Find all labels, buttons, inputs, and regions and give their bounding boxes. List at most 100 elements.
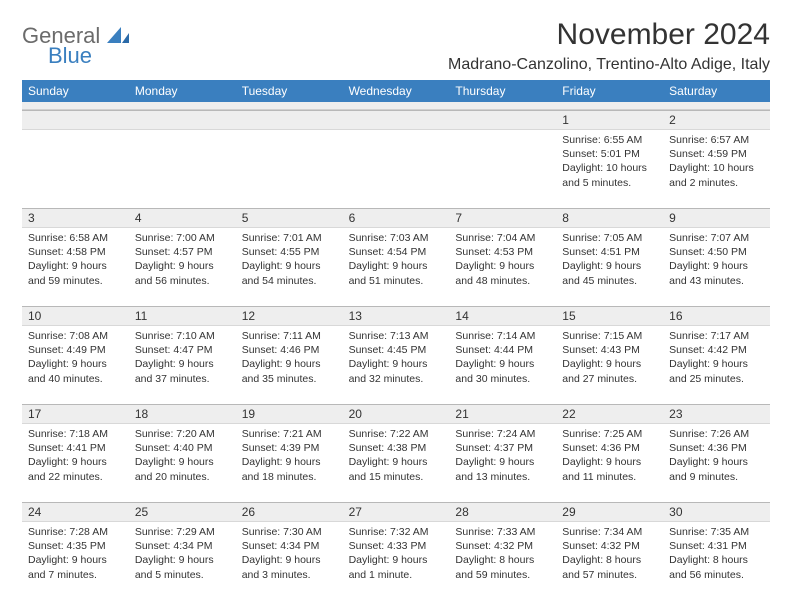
daylight-text: Daylight: 9 hours and 1 minute.: [349, 553, 444, 581]
sunset-text: Sunset: 4:57 PM: [135, 245, 230, 259]
sunset-text: Sunset: 4:51 PM: [562, 245, 657, 259]
sunrise-text: Sunrise: 6:58 AM: [28, 231, 123, 245]
sunrise-text: Sunrise: 7:15 AM: [562, 329, 657, 343]
sunset-text: Sunset: 4:59 PM: [669, 147, 764, 161]
month-title: November 2024: [448, 18, 770, 52]
sunrise-text: Sunrise: 7:24 AM: [455, 427, 550, 441]
calendar-cell: Sunrise: 7:20 AMSunset: 4:40 PMDaylight:…: [129, 424, 236, 502]
daynum-row: 17181920212223: [22, 404, 770, 424]
sunset-text: Sunset: 4:43 PM: [562, 343, 657, 357]
day-number: [343, 111, 450, 129]
sunset-text: Sunset: 4:44 PM: [455, 343, 550, 357]
calendar-cell: [343, 130, 450, 208]
calendar-cell: Sunrise: 7:11 AMSunset: 4:46 PMDaylight:…: [236, 326, 343, 404]
day-number: 16: [663, 307, 770, 325]
sunrise-text: Sunrise: 7:33 AM: [455, 525, 550, 539]
sunrise-text: Sunrise: 7:18 AM: [28, 427, 123, 441]
daylight-text: Daylight: 9 hours and 7 minutes.: [28, 553, 123, 581]
sunrise-text: Sunrise: 7:00 AM: [135, 231, 230, 245]
sunrise-text: Sunrise: 7:01 AM: [242, 231, 337, 245]
sunrise-text: Sunrise: 6:57 AM: [669, 133, 764, 147]
day-number: 27: [343, 503, 450, 521]
calendar-cell: [22, 130, 129, 208]
calendar-cell: Sunrise: 7:18 AMSunset: 4:41 PMDaylight:…: [22, 424, 129, 502]
calendar-cell: Sunrise: 7:00 AMSunset: 4:57 PMDaylight:…: [129, 228, 236, 306]
daylight-text: Daylight: 9 hours and 18 minutes.: [242, 455, 337, 483]
day-number: 8: [556, 209, 663, 227]
weeks-container: 12Sunrise: 6:55 AMSunset: 5:01 PMDayligh…: [22, 110, 770, 600]
day-number: 10: [22, 307, 129, 325]
day-header-mon: Monday: [129, 80, 236, 102]
sunset-text: Sunset: 5:01 PM: [562, 147, 657, 161]
calendar-cell: Sunrise: 6:58 AMSunset: 4:58 PMDaylight:…: [22, 228, 129, 306]
calendar-cell: Sunrise: 7:21 AMSunset: 4:39 PMDaylight:…: [236, 424, 343, 502]
daylight-text: Daylight: 9 hours and 30 minutes.: [455, 357, 550, 385]
day-header-sat: Saturday: [663, 80, 770, 102]
calendar-cell: Sunrise: 7:04 AMSunset: 4:53 PMDaylight:…: [449, 228, 556, 306]
daylight-text: Daylight: 8 hours and 57 minutes.: [562, 553, 657, 581]
sunrise-text: Sunrise: 7:13 AM: [349, 329, 444, 343]
calendar-cell: Sunrise: 7:14 AMSunset: 4:44 PMDaylight:…: [449, 326, 556, 404]
sunrise-text: Sunrise: 7:03 AM: [349, 231, 444, 245]
sunrise-text: Sunrise: 7:34 AM: [562, 525, 657, 539]
calendar-cell: [129, 130, 236, 208]
day-number: 6: [343, 209, 450, 227]
daylight-text: Daylight: 9 hours and 43 minutes.: [669, 259, 764, 287]
location: Madrano-Canzolino, Trentino-Alto Adige, …: [448, 56, 770, 74]
calendar-cell: Sunrise: 7:33 AMSunset: 4:32 PMDaylight:…: [449, 522, 556, 600]
sunset-text: Sunset: 4:42 PM: [669, 343, 764, 357]
day-number: 30: [663, 503, 770, 521]
sunset-text: Sunset: 4:41 PM: [28, 441, 123, 455]
calendar-cell: Sunrise: 6:55 AMSunset: 5:01 PMDaylight:…: [556, 130, 663, 208]
day-number: 1: [556, 111, 663, 129]
daylight-text: Daylight: 9 hours and 35 minutes.: [242, 357, 337, 385]
daylight-text: Daylight: 9 hours and 11 minutes.: [562, 455, 657, 483]
daynum-row: 24252627282930: [22, 502, 770, 522]
day-number: 23: [663, 405, 770, 423]
day-number: 11: [129, 307, 236, 325]
day-number: 12: [236, 307, 343, 325]
daylight-text: Daylight: 9 hours and 9 minutes.: [669, 455, 764, 483]
sunrise-text: Sunrise: 7:10 AM: [135, 329, 230, 343]
day-number: 14: [449, 307, 556, 325]
sunrise-text: Sunrise: 7:22 AM: [349, 427, 444, 441]
sunrise-text: Sunrise: 7:11 AM: [242, 329, 337, 343]
daylight-text: Daylight: 9 hours and 51 minutes.: [349, 259, 444, 287]
daylight-text: Daylight: 9 hours and 25 minutes.: [669, 357, 764, 385]
day-header-tue: Tuesday: [236, 80, 343, 102]
day-number: 2: [663, 111, 770, 129]
sunset-text: Sunset: 4:55 PM: [242, 245, 337, 259]
daylight-text: Daylight: 9 hours and 13 minutes.: [455, 455, 550, 483]
daylight-text: Daylight: 10 hours and 2 minutes.: [669, 161, 764, 189]
day-number: 28: [449, 503, 556, 521]
sunset-text: Sunset: 4:31 PM: [669, 539, 764, 553]
sunrise-text: Sunrise: 7:20 AM: [135, 427, 230, 441]
day-number: [449, 111, 556, 129]
sunrise-text: Sunrise: 7:30 AM: [242, 525, 337, 539]
calendar-cell: [236, 130, 343, 208]
calendar-cell: Sunrise: 6:57 AMSunset: 4:59 PMDaylight:…: [663, 130, 770, 208]
daylight-text: Daylight: 9 hours and 45 minutes.: [562, 259, 657, 287]
calendar-cell: Sunrise: 7:28 AMSunset: 4:35 PMDaylight:…: [22, 522, 129, 600]
day-number: 17: [22, 405, 129, 423]
day-number: [236, 111, 343, 129]
day-number: 7: [449, 209, 556, 227]
day-number: 4: [129, 209, 236, 227]
day-number: 24: [22, 503, 129, 521]
calendar-cell: Sunrise: 7:15 AMSunset: 4:43 PMDaylight:…: [556, 326, 663, 404]
daylight-text: Daylight: 8 hours and 59 minutes.: [455, 553, 550, 581]
day-number: 19: [236, 405, 343, 423]
daylight-text: Daylight: 9 hours and 56 minutes.: [135, 259, 230, 287]
day-header-wed: Wednesday: [343, 80, 450, 102]
daylight-text: Daylight: 8 hours and 56 minutes.: [669, 553, 764, 581]
calendar-cell: Sunrise: 7:24 AMSunset: 4:37 PMDaylight:…: [449, 424, 556, 502]
day-number: 29: [556, 503, 663, 521]
sunrise-text: Sunrise: 7:17 AM: [669, 329, 764, 343]
day-number: 3: [22, 209, 129, 227]
calendar-cell: Sunrise: 7:25 AMSunset: 4:36 PMDaylight:…: [556, 424, 663, 502]
logo: General Blue: [22, 18, 129, 67]
daylight-text: Daylight: 9 hours and 54 minutes.: [242, 259, 337, 287]
calendar-cell: Sunrise: 7:35 AMSunset: 4:31 PMDaylight:…: [663, 522, 770, 600]
sunset-text: Sunset: 4:53 PM: [455, 245, 550, 259]
day-number: 15: [556, 307, 663, 325]
